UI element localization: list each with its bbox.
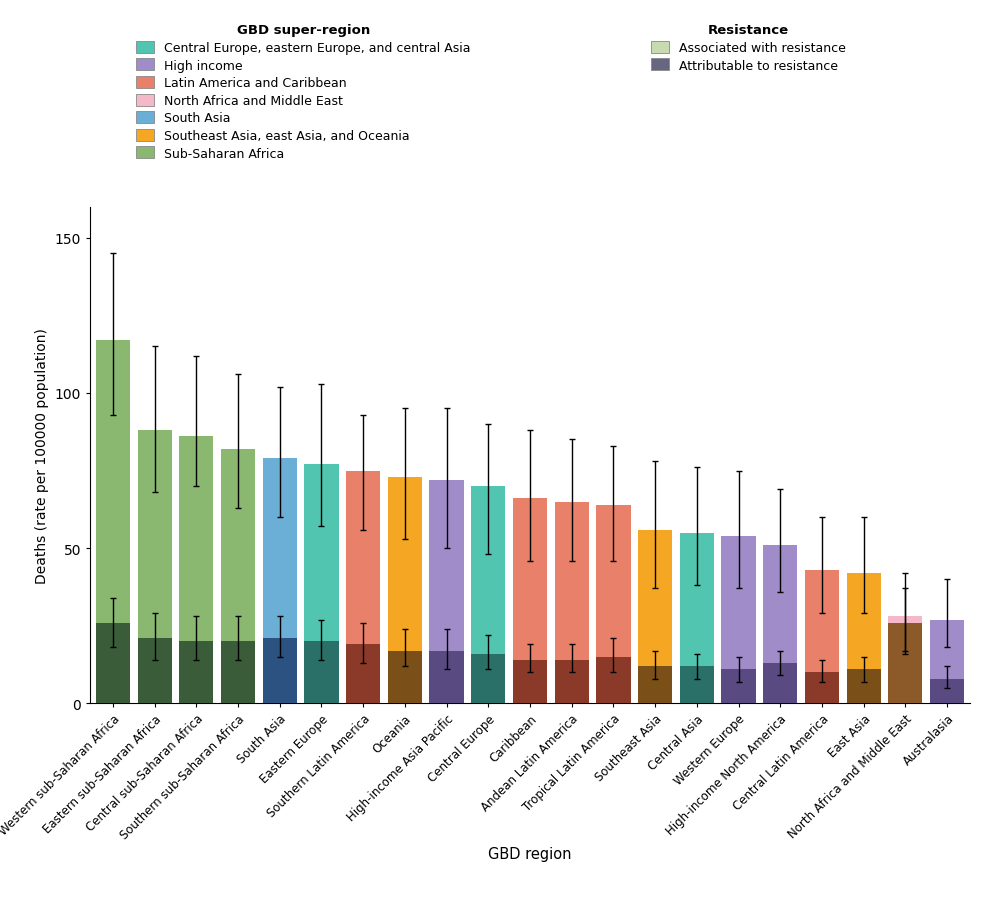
- Bar: [596, 505, 631, 704]
- Bar: [388, 651, 422, 704]
- Bar: [263, 639, 297, 704]
- Bar: [888, 623, 922, 704]
- Legend: Central Europe, eastern Europe, and central Asia, High income, Latin America and: Central Europe, eastern Europe, and cent…: [136, 24, 470, 161]
- Bar: [930, 620, 964, 704]
- Bar: [763, 663, 797, 704]
- Y-axis label: Deaths (rate per 100000 population): Deaths (rate per 100000 population): [35, 327, 49, 584]
- Bar: [471, 654, 505, 704]
- Bar: [680, 667, 714, 704]
- Bar: [221, 449, 255, 704]
- Bar: [179, 437, 213, 704]
- Bar: [805, 570, 839, 704]
- Bar: [138, 431, 172, 704]
- Bar: [847, 669, 881, 704]
- Bar: [763, 546, 797, 704]
- Bar: [221, 641, 255, 704]
- Bar: [721, 669, 756, 704]
- Bar: [429, 651, 464, 704]
- Bar: [930, 678, 964, 704]
- Bar: [847, 574, 881, 704]
- Bar: [513, 499, 547, 704]
- Bar: [596, 657, 631, 704]
- Bar: [179, 641, 213, 704]
- Bar: [346, 645, 380, 704]
- Bar: [304, 641, 339, 704]
- Bar: [555, 502, 589, 704]
- Bar: [96, 341, 130, 704]
- Bar: [304, 465, 339, 704]
- Bar: [346, 471, 380, 704]
- Bar: [805, 673, 839, 704]
- Legend: Associated with resistance, Attributable to resistance: Associated with resistance, Attributable…: [651, 24, 846, 72]
- Bar: [388, 477, 422, 704]
- Bar: [263, 458, 297, 704]
- Bar: [638, 529, 672, 704]
- Bar: [888, 617, 922, 704]
- Bar: [429, 480, 464, 704]
- Bar: [96, 623, 130, 704]
- Bar: [680, 533, 714, 704]
- X-axis label: GBD region: GBD region: [488, 846, 572, 861]
- Bar: [638, 667, 672, 704]
- Bar: [138, 639, 172, 704]
- Bar: [721, 536, 756, 704]
- Bar: [555, 660, 589, 704]
- Bar: [513, 660, 547, 704]
- Bar: [471, 486, 505, 704]
